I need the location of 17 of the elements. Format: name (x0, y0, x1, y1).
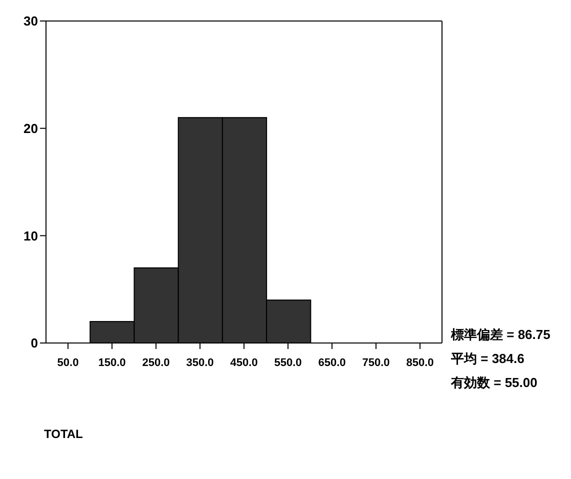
x-tick-label: 250.0 (142, 357, 170, 370)
y-tick-label: 10 (24, 228, 38, 244)
x-tick-label: 350.0 (186, 357, 214, 370)
text: 標準偏差 = 86.75 (451, 326, 550, 344)
x-tick-label: 150.0 (98, 357, 126, 370)
x-tick-label: 650.0 (318, 357, 346, 370)
y-tick-label: 30 (24, 14, 38, 29)
x-tick-label: 450.0 (230, 357, 258, 370)
text: 有効数 = 55.00 (451, 374, 538, 392)
y-tick-label: 0 (30, 336, 38, 351)
x-tick-label: 50.0 (57, 357, 79, 370)
y-tick-label: 20 (24, 120, 38, 136)
x-tick-label: 750.0 (362, 357, 390, 370)
x-tick-label: 550.0 (274, 357, 302, 370)
x-axis-title: TOTAL (44, 427, 83, 441)
text: 平均 = 384.6 (451, 350, 526, 368)
x-tick-label: 850.0 (406, 357, 434, 370)
